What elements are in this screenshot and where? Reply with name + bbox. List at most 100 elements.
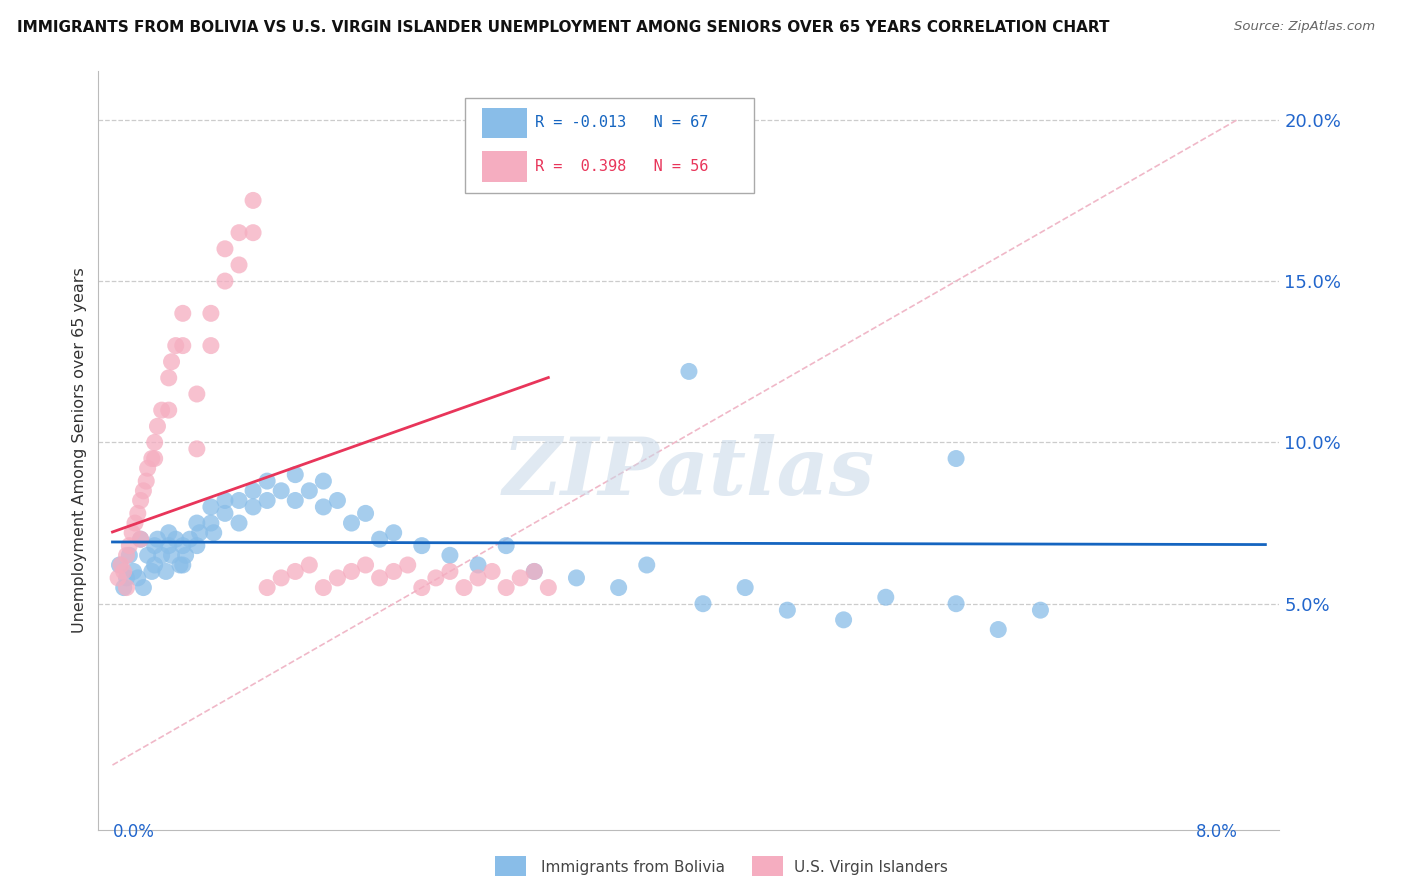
- Point: [270, 571, 292, 585]
- Point: [200, 516, 222, 530]
- Point: [354, 507, 377, 521]
- Point: [214, 493, 236, 508]
- Point: [136, 549, 159, 563]
- Point: [186, 442, 208, 456]
- Point: [146, 419, 169, 434]
- Point: [129, 493, 152, 508]
- Point: [186, 539, 208, 553]
- Point: [326, 571, 349, 585]
- Point: [160, 549, 183, 563]
- Point: [636, 558, 658, 572]
- Point: [228, 516, 250, 530]
- Point: [136, 461, 159, 475]
- Point: [270, 483, 292, 498]
- Point: [1029, 603, 1052, 617]
- Point: [157, 371, 180, 385]
- Point: [157, 525, 180, 540]
- Point: [411, 581, 433, 595]
- Point: [256, 493, 278, 508]
- Text: ZIPatlas: ZIPatlas: [503, 434, 875, 512]
- Point: [115, 549, 138, 563]
- Point: [132, 483, 155, 498]
- Point: [284, 467, 307, 482]
- Point: [256, 474, 278, 488]
- Point: [368, 571, 391, 585]
- Point: [118, 549, 141, 563]
- Point: [875, 591, 897, 605]
- Point: [112, 565, 135, 579]
- Point: [228, 493, 250, 508]
- Point: [127, 571, 149, 585]
- Text: 8.0%: 8.0%: [1195, 823, 1237, 841]
- Point: [678, 364, 700, 378]
- Point: [200, 306, 222, 320]
- Text: U.S. Virgin Islanders: U.S. Virgin Islanders: [794, 860, 948, 874]
- Point: [242, 500, 264, 514]
- Bar: [482, 152, 527, 182]
- Text: Immigrants from Bolivia: Immigrants from Bolivia: [541, 860, 725, 874]
- Text: IMMIGRANTS FROM BOLIVIA VS U.S. VIRGIN ISLANDER UNEMPLOYMENT AMONG SENIORS OVER : IMMIGRANTS FROM BOLIVIA VS U.S. VIRGIN I…: [17, 20, 1109, 35]
- FancyBboxPatch shape: [464, 98, 754, 193]
- Point: [214, 242, 236, 256]
- Point: [143, 451, 166, 466]
- Point: [160, 355, 183, 369]
- Point: [382, 565, 405, 579]
- Point: [165, 532, 187, 546]
- Point: [453, 581, 475, 595]
- Point: [143, 435, 166, 450]
- Point: [214, 274, 236, 288]
- Point: [179, 532, 201, 546]
- Point: [107, 571, 129, 585]
- Point: [340, 565, 363, 579]
- Point: [172, 306, 194, 320]
- Point: [832, 613, 855, 627]
- Text: 0.0%: 0.0%: [112, 823, 155, 841]
- Point: [129, 532, 152, 546]
- Point: [439, 549, 461, 563]
- Point: [425, 571, 447, 585]
- Point: [495, 581, 517, 595]
- Point: [495, 539, 517, 553]
- Point: [298, 483, 321, 498]
- Point: [312, 474, 335, 488]
- Point: [155, 565, 177, 579]
- Point: [340, 516, 363, 530]
- Point: [174, 549, 197, 563]
- Point: [228, 226, 250, 240]
- Point: [523, 565, 546, 579]
- Point: [565, 571, 588, 585]
- Point: [186, 516, 208, 530]
- Point: [987, 623, 1010, 637]
- Point: [312, 500, 335, 514]
- Point: [509, 571, 531, 585]
- Point: [284, 493, 307, 508]
- Point: [115, 581, 138, 595]
- Point: [228, 258, 250, 272]
- Point: [242, 226, 264, 240]
- Point: [284, 565, 307, 579]
- Bar: [482, 108, 527, 138]
- Point: [368, 532, 391, 546]
- Point: [945, 451, 967, 466]
- Point: [945, 597, 967, 611]
- Point: [202, 525, 225, 540]
- Point: [776, 603, 799, 617]
- Text: R =  0.398   N = 56: R = 0.398 N = 56: [536, 159, 709, 174]
- Point: [537, 581, 560, 595]
- Point: [169, 558, 191, 572]
- Point: [326, 493, 349, 508]
- Point: [467, 571, 489, 585]
- Point: [150, 549, 173, 563]
- Point: [298, 558, 321, 572]
- Point: [256, 581, 278, 595]
- Point: [439, 565, 461, 579]
- Y-axis label: Unemployment Among Seniors over 65 years: Unemployment Among Seniors over 65 years: [72, 268, 87, 633]
- Point: [692, 597, 714, 611]
- Point: [188, 525, 211, 540]
- Point: [143, 539, 166, 553]
- Point: [143, 558, 166, 572]
- Point: [214, 507, 236, 521]
- Point: [141, 451, 163, 466]
- Point: [108, 558, 131, 572]
- Point: [127, 507, 149, 521]
